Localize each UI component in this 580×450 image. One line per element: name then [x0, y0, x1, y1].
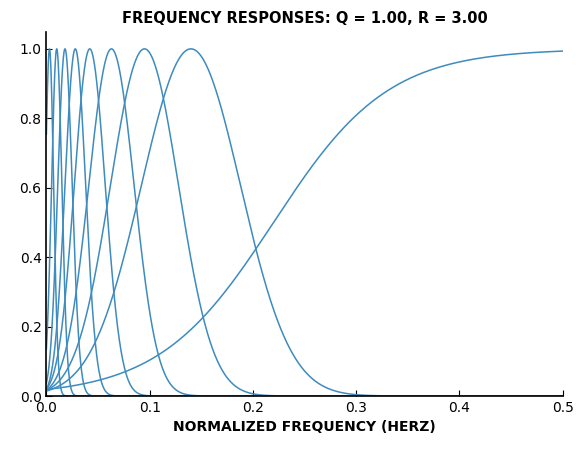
X-axis label: NORMALIZED FREQUENCY (HERZ): NORMALIZED FREQUENCY (HERZ): [173, 420, 436, 434]
Title: FREQUENCY RESPONSES: Q = 1.00, R = 3.00: FREQUENCY RESPONSES: Q = 1.00, R = 3.00: [122, 11, 487, 26]
